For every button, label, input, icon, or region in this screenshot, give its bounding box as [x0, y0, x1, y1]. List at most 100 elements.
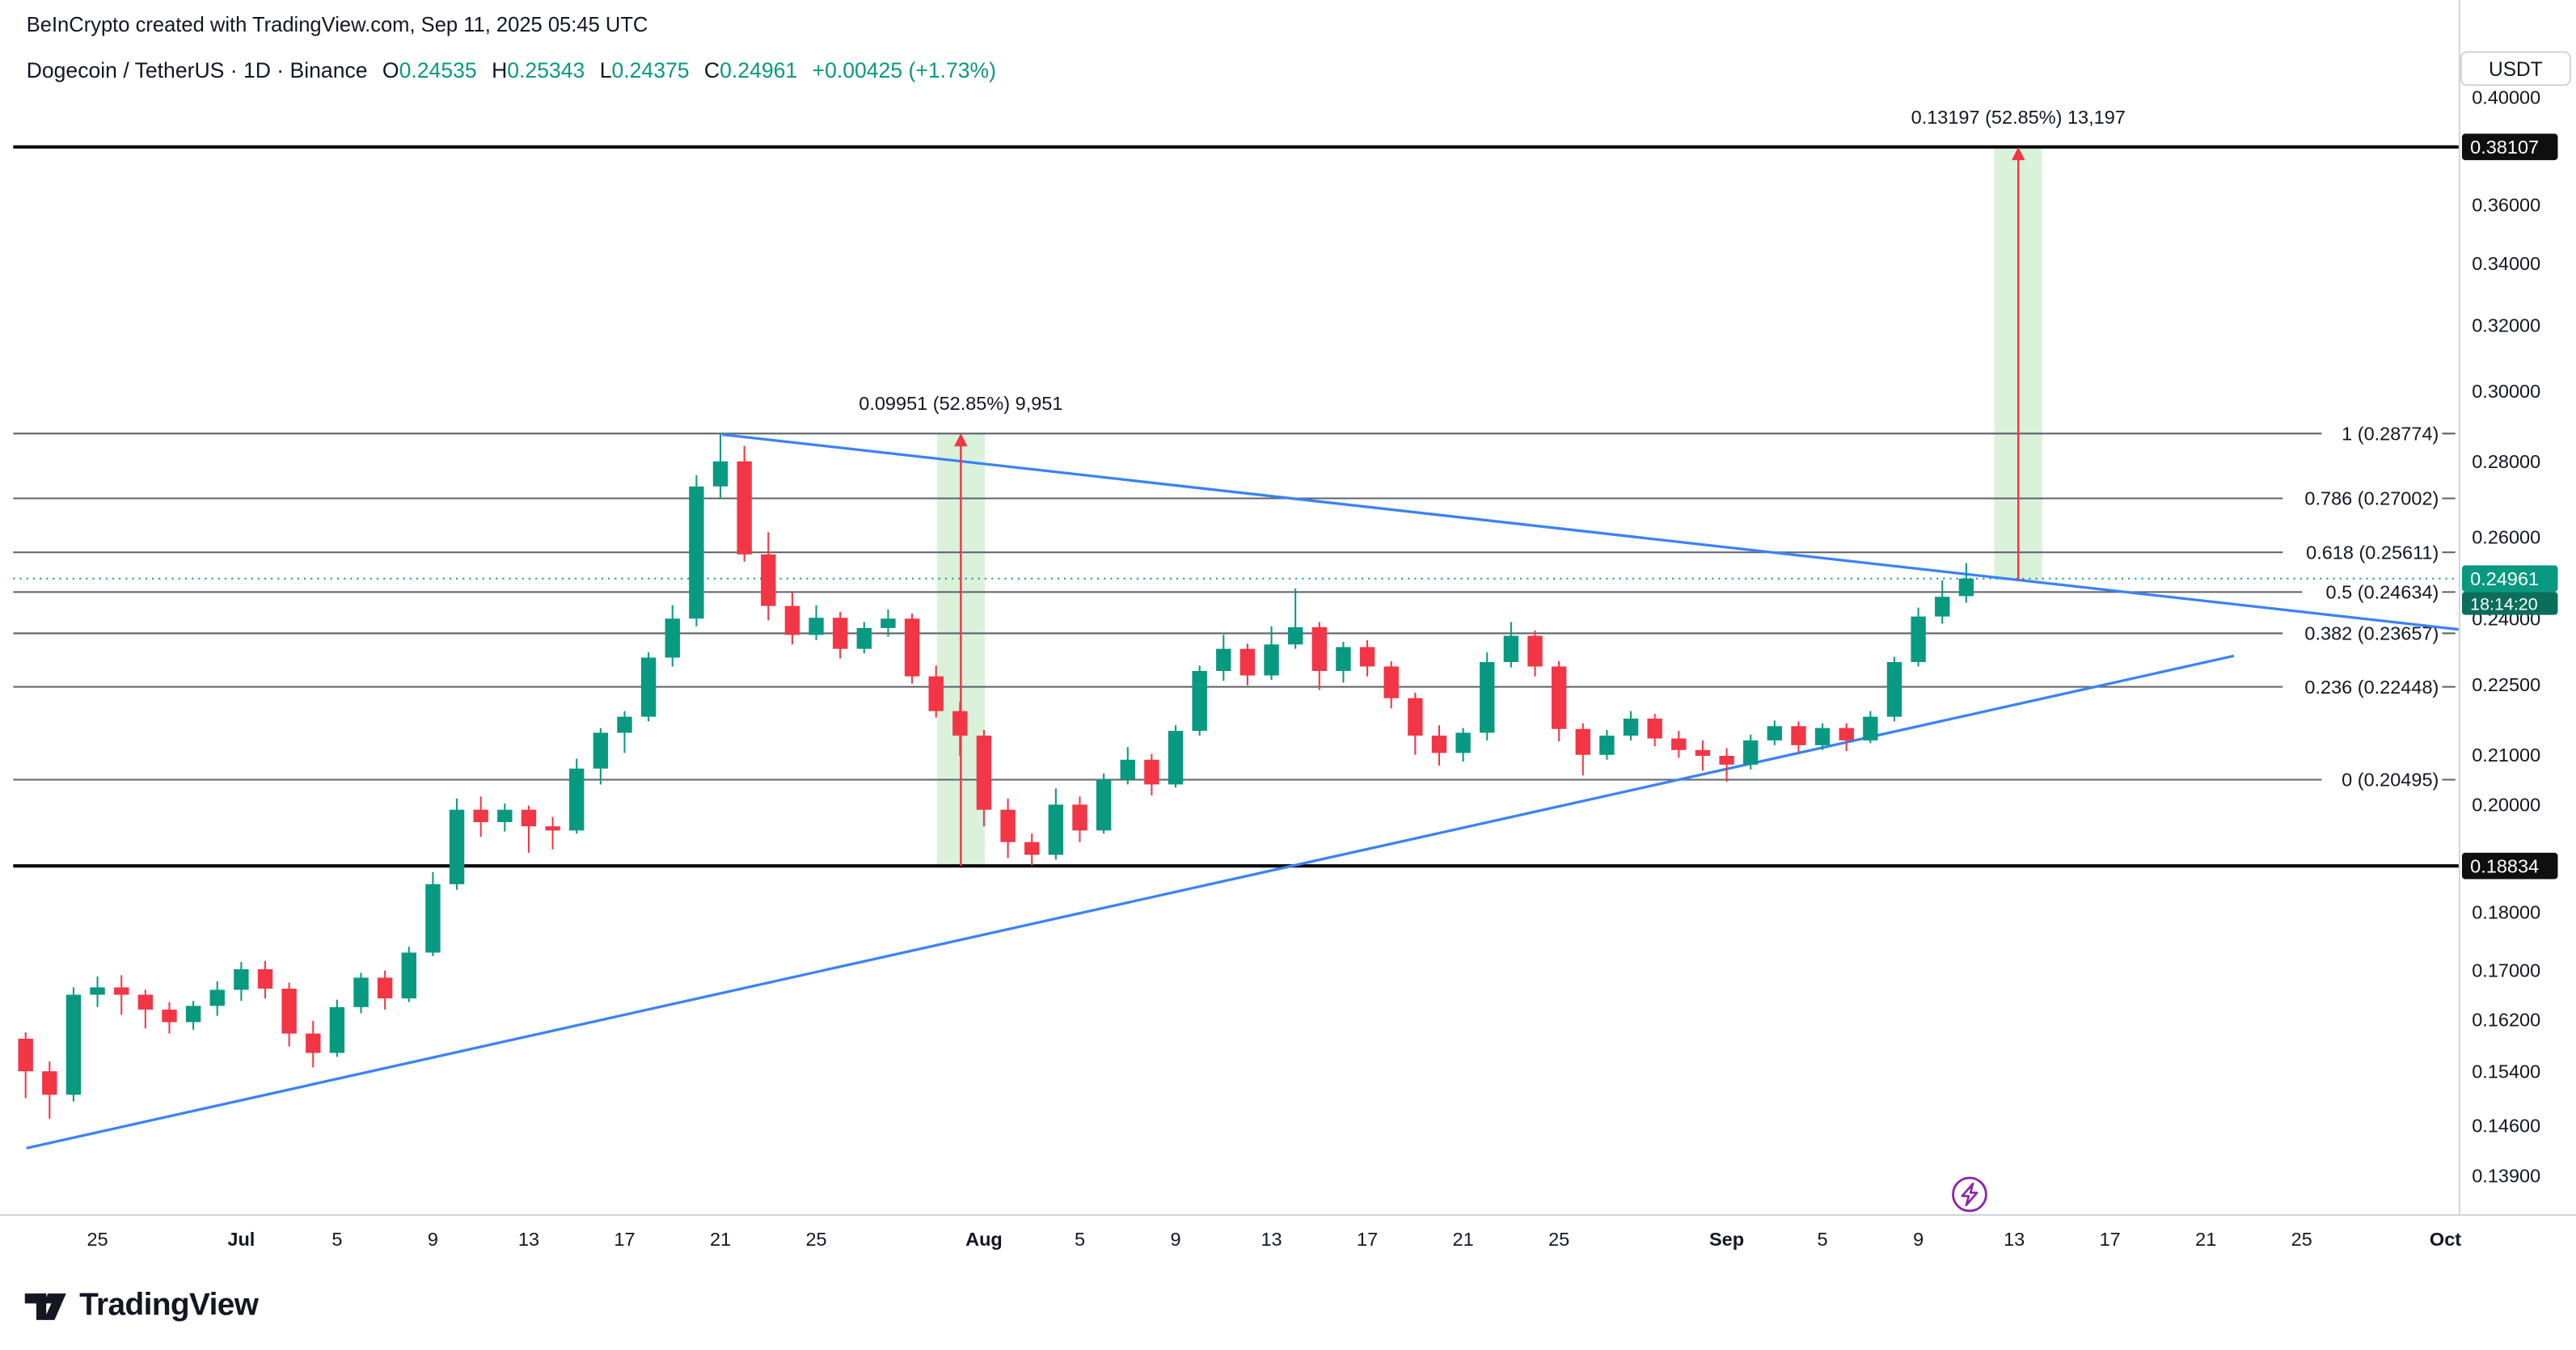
- candle[interactable]: [329, 999, 345, 1057]
- candle[interactable]: [880, 609, 896, 637]
- candle[interactable]: [425, 871, 441, 956]
- candle[interactable]: [569, 758, 585, 834]
- candle[interactable]: [1527, 631, 1543, 677]
- candle[interactable]: [1024, 833, 1040, 866]
- candle[interactable]: [593, 728, 609, 785]
- candle[interactable]: [1839, 723, 1854, 751]
- candle[interactable]: [449, 798, 465, 890]
- low-value: 0.24375: [611, 57, 690, 83]
- candle[interactable]: [497, 804, 513, 832]
- candle[interactable]: [209, 981, 225, 1016]
- currency-toggle-button[interactable]: USDT: [2460, 51, 2571, 86]
- candle[interactable]: [257, 960, 273, 999]
- candle[interactable]: [928, 665, 944, 718]
- candle[interactable]: [401, 947, 416, 1002]
- candle[interactable]: [689, 475, 704, 626]
- trendline-ascending-support[interactable]: [26, 654, 2235, 1150]
- candle[interactable]: [1647, 714, 1662, 747]
- candle[interactable]: [761, 532, 776, 621]
- candle[interactable]: [1911, 607, 1926, 667]
- candle[interactable]: [1144, 753, 1159, 796]
- candle[interactable]: [90, 976, 105, 1007]
- candle[interactable]: [976, 729, 992, 827]
- candle[interactable]: [665, 605, 680, 667]
- candle[interactable]: [1886, 656, 1902, 722]
- time-tick: Aug: [965, 1229, 1003, 1250]
- candle[interactable]: [1072, 796, 1087, 842]
- symbol-legend[interactable]: Dogecoin / TetherUS · 1D · Binance O0.245…: [27, 58, 996, 83]
- candle[interactable]: [65, 987, 82, 1102]
- candle[interactable]: [1671, 731, 1687, 758]
- price-badge-text: 0.24961: [2470, 568, 2539, 589]
- candle[interactable]: [712, 433, 728, 499]
- price-tick: 0.16200: [2472, 1009, 2540, 1030]
- candle[interactable]: [545, 816, 560, 850]
- candle[interactable]: [1719, 748, 1734, 783]
- candle[interactable]: [1814, 723, 1831, 750]
- candle[interactable]: [18, 1031, 33, 1099]
- candle[interactable]: [832, 611, 848, 659]
- time-tick: 25: [1548, 1229, 1569, 1250]
- candle[interactable]: [306, 1020, 321, 1068]
- candle[interactable]: [1958, 563, 1974, 603]
- candle[interactable]: [234, 962, 249, 1002]
- candle[interactable]: [185, 1001, 201, 1030]
- lightning-marker-icon[interactable]: [1952, 1176, 1987, 1213]
- candle[interactable]: [1336, 641, 1351, 683]
- candle[interactable]: [737, 445, 752, 562]
- candle[interactable]: [809, 605, 824, 640]
- time-tick: 21: [710, 1229, 731, 1250]
- candle[interactable]: [1287, 588, 1303, 649]
- candle[interactable]: [353, 972, 369, 1014]
- candle[interactable]: [856, 622, 872, 654]
- candle[interactable]: [1599, 729, 1615, 760]
- candle[interactable]: [137, 989, 154, 1029]
- candle[interactable]: [1096, 773, 1112, 834]
- candle[interactable]: [1192, 665, 1207, 736]
- candle[interactable]: [1311, 622, 1328, 690]
- candle[interactable]: [1455, 728, 1471, 762]
- candle[interactable]: [1408, 692, 1423, 755]
- price-axis[interactable]: 0.40000 0.36000 0.34000 0.32000 0.30000 0.280…: [2472, 87, 2540, 1187]
- candle[interactable]: [162, 1002, 177, 1034]
- candle[interactable]: [1623, 711, 1639, 740]
- candle[interactable]: [1575, 723, 1590, 776]
- candle[interactable]: [617, 711, 632, 753]
- candle[interactable]: [1863, 711, 1878, 744]
- candle[interactable]: [1935, 580, 1950, 624]
- candle[interactable]: [1216, 635, 1231, 681]
- trendline-descending-resistance[interactable]: [721, 432, 2460, 631]
- tradingview-logo[interactable]: TradingView: [24, 1285, 259, 1328]
- candle[interactable]: [1742, 734, 1759, 770]
- candle[interactable]: [1264, 626, 1279, 681]
- candle[interactable]: [281, 982, 297, 1047]
- time-axis[interactable]: 25 Jul 5 9 13 17 21 25 Aug 5 9 13 17 21 25 Sep 5 9 13 17 21 2…: [87, 1229, 2462, 1250]
- candle[interactable]: [1120, 747, 1135, 785]
- candle[interactable]: [1791, 721, 1806, 753]
- candle[interactable]: [640, 652, 657, 722]
- candle[interactable]: [784, 593, 800, 645]
- candle[interactable]: [1551, 660, 1567, 742]
- candle[interactable]: [1383, 660, 1399, 709]
- candle[interactable]: [904, 613, 920, 684]
- candle[interactable]: [42, 1061, 57, 1119]
- candle[interactable]: [114, 975, 129, 1015]
- symbol-title[interactable]: Dogecoin / TetherUS · 1D · Binance: [26, 57, 368, 83]
- candle[interactable]: [521, 805, 537, 853]
- candle[interactable]: [377, 970, 393, 1010]
- candle[interactable]: [1048, 788, 1064, 860]
- candle[interactable]: [1767, 720, 1783, 745]
- candle[interactable]: [1480, 652, 1495, 740]
- candle[interactable]: [1431, 725, 1447, 766]
- price-badges: 0.38107 0.24961 18:14:20 0.18834: [2461, 133, 2558, 880]
- candle[interactable]: [1503, 622, 1519, 668]
- candle[interactable]: [1695, 740, 1711, 771]
- candle[interactable]: [1000, 798, 1016, 859]
- time-tick: 5: [1075, 1229, 1085, 1250]
- candle[interactable]: [1168, 725, 1184, 788]
- candle[interactable]: [473, 796, 488, 837]
- candle[interactable]: [1359, 639, 1375, 677]
- candle[interactable]: [1239, 643, 1256, 686]
- time-tick: 17: [1357, 1229, 1378, 1250]
